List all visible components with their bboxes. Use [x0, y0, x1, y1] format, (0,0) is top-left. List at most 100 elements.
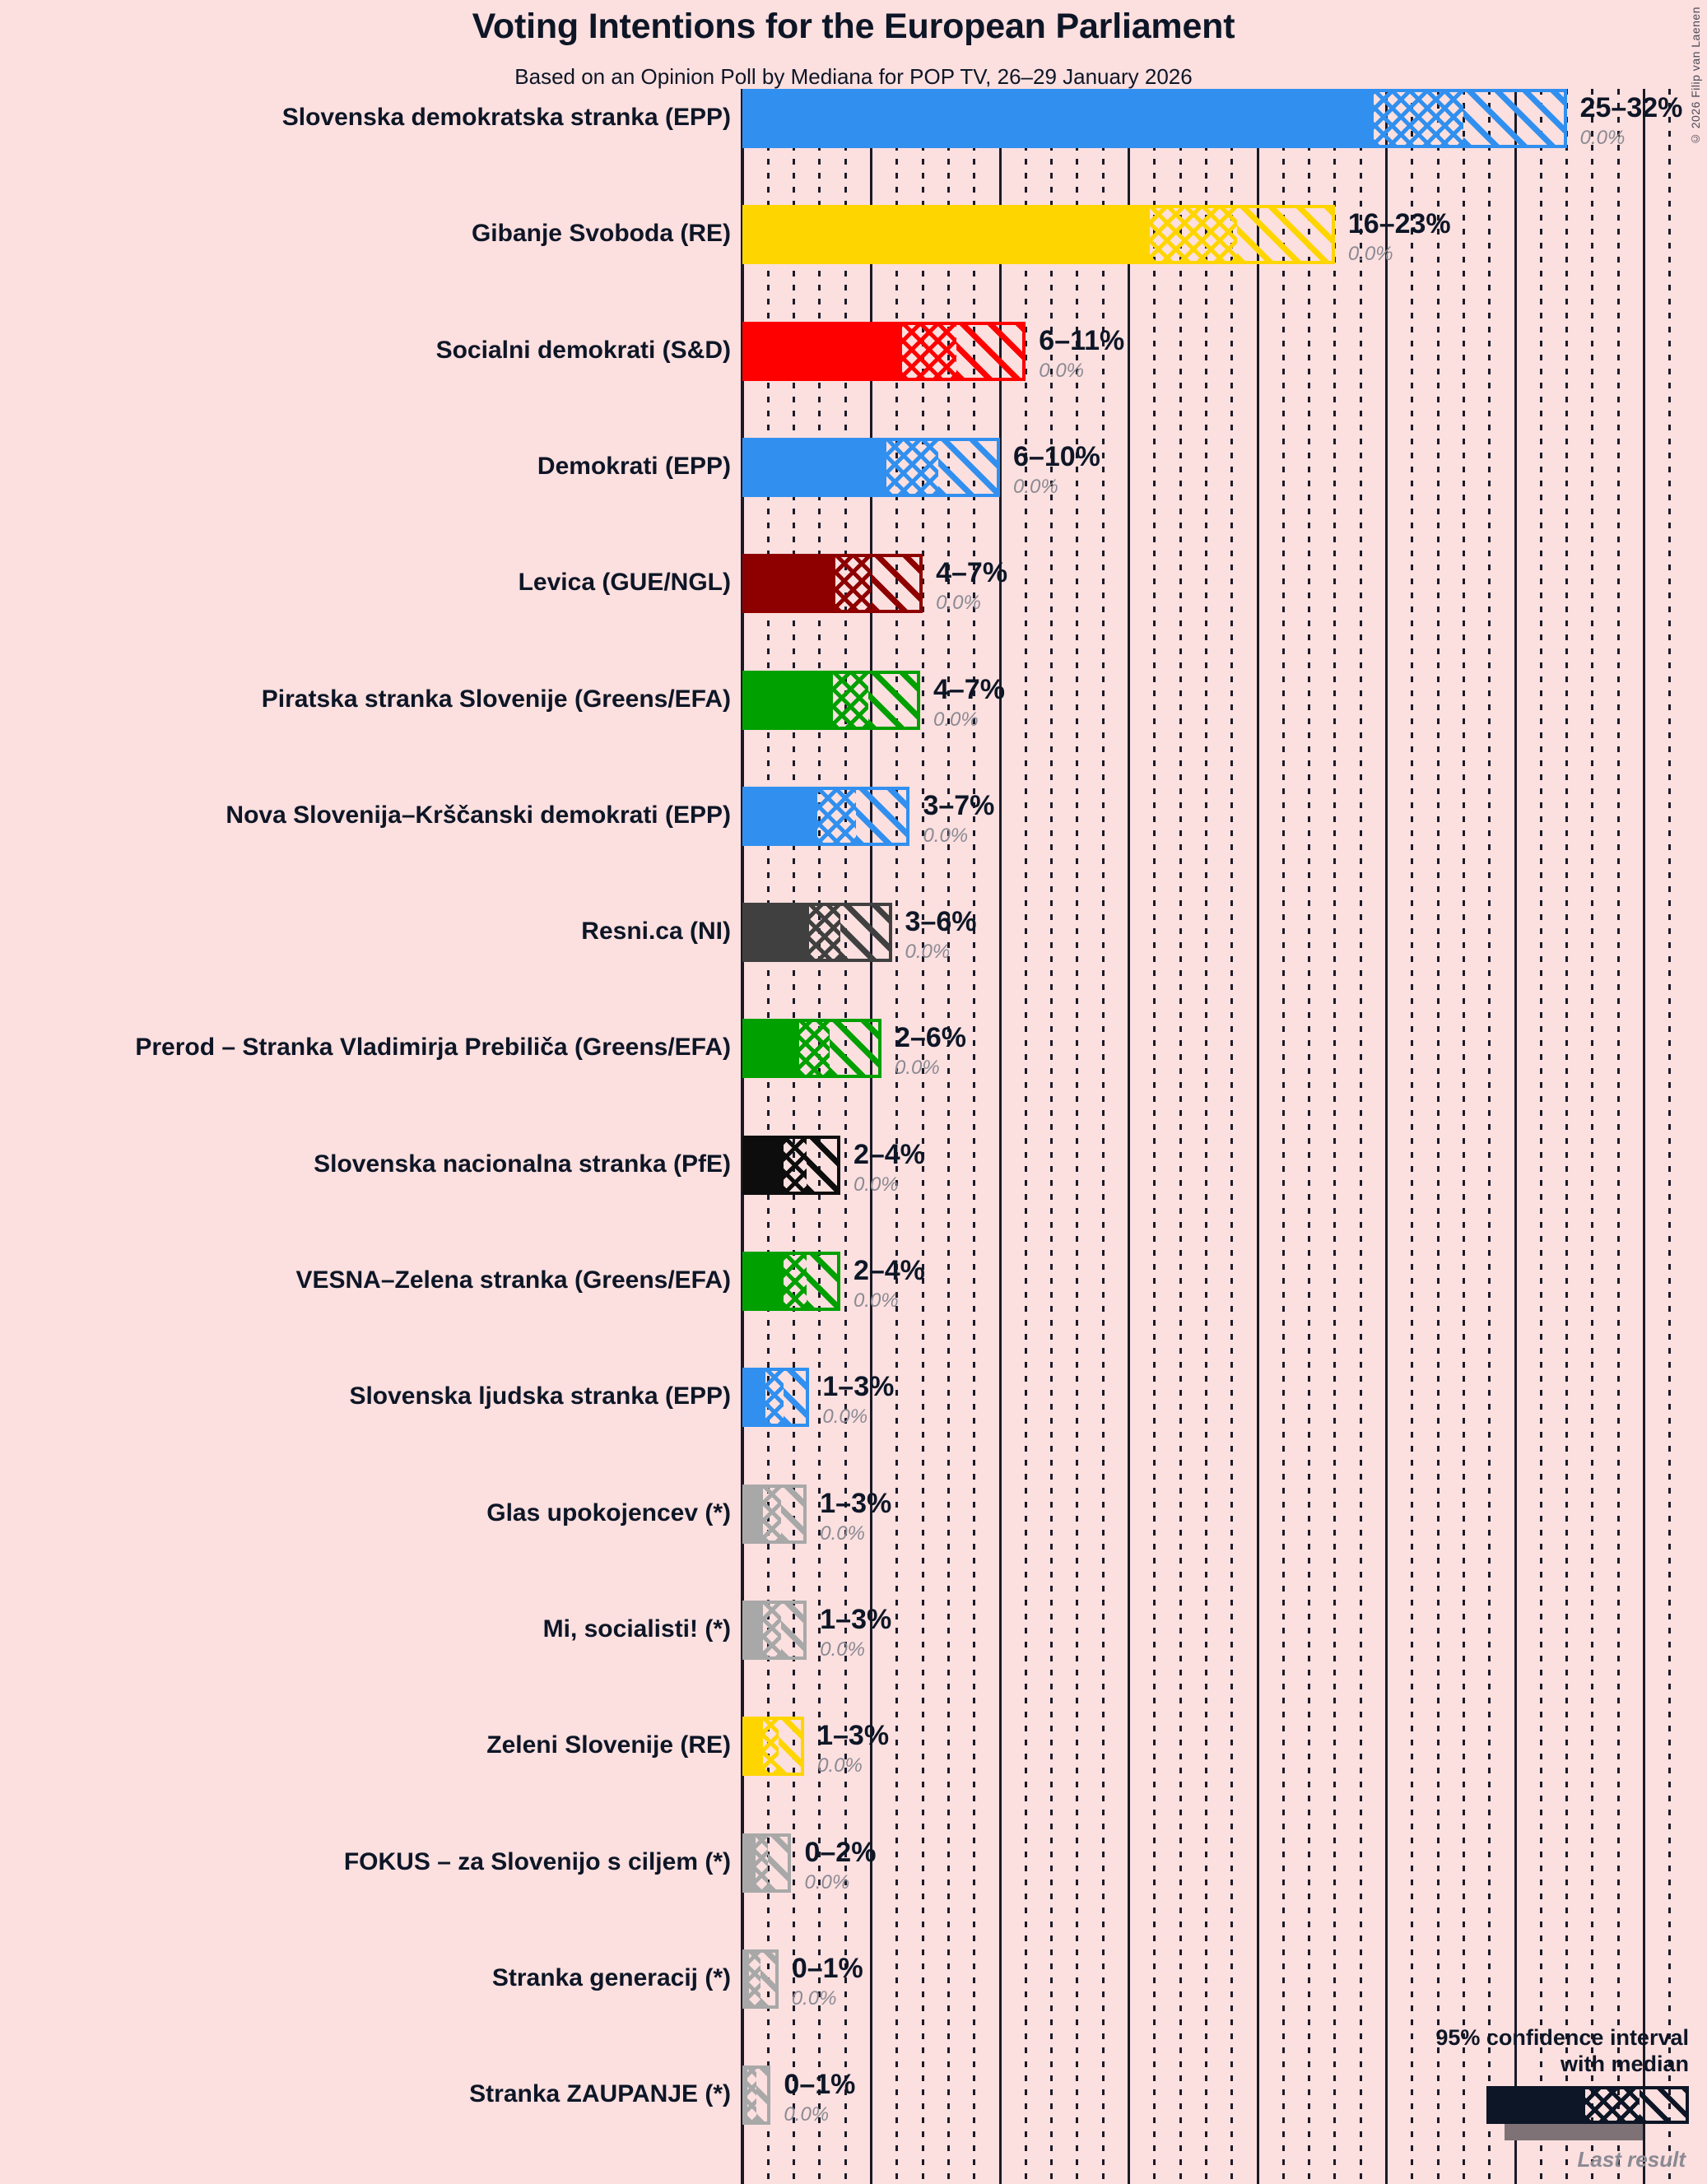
confidence-interval-bar — [742, 205, 1335, 265]
gridline-minor — [1333, 89, 1337, 2184]
bar-crosshatch-segment — [747, 2069, 757, 2122]
gridline-minor — [1204, 89, 1207, 2184]
chart-row: Glas upokojencev (*) 1–3% 0.0% — [0, 1484, 1707, 1544]
gridline-major — [1385, 89, 1388, 2184]
interval-value-label: 0–1% — [791, 1952, 863, 1984]
gridline-minor — [1076, 89, 1079, 2184]
interval-value-label: 1–3% — [817, 1720, 890, 1752]
bar-solid-segment — [746, 1022, 799, 1076]
confidence-interval-bar — [742, 1019, 882, 1079]
confidence-interval-bar — [742, 786, 910, 846]
bar-crosshatch-segment — [748, 1952, 760, 2005]
confidence-interval-bar — [742, 1949, 779, 2009]
gridline-minor — [1411, 89, 1414, 2184]
last-result-value-label: 0.0% — [784, 2103, 830, 2126]
interval-value-label: 4–7% — [933, 673, 1005, 705]
party-label: Piratska stranka Slovenije (Greens/EFA) — [261, 685, 731, 713]
party-label: Stranka ZAUPANJE (*) — [469, 2080, 731, 2108]
confidence-interval-bar — [742, 1368, 810, 1428]
bar-diagonal-segment — [937, 440, 997, 494]
last-result-value-label: 0.0% — [817, 1754, 863, 1777]
bar-diagonal-segment — [756, 2069, 768, 2122]
bar-crosshatch-segment — [816, 789, 856, 843]
gridline-minor — [1436, 89, 1440, 2184]
gridline-minor — [1668, 89, 1672, 2184]
interval-value-label: 3–6% — [905, 906, 977, 938]
confidence-interval-bar — [742, 1833, 792, 1893]
bar-solid-segment — [746, 1371, 766, 1424]
bar-crosshatch-segment — [763, 1487, 781, 1540]
gridline-minor — [844, 89, 847, 2184]
last-result-value-label: 0.0% — [1347, 243, 1393, 266]
bar-diagonal-segment — [784, 1371, 807, 1424]
party-label: Glas upokojencev (*) — [486, 1499, 731, 1526]
last-result-value-label: 0.0% — [1013, 475, 1058, 498]
legend: 95% confidence interval with median Last… — [1393, 2025, 1689, 2172]
chart-row: VESNA–Zelena stranka (Greens/EFA) 2–4% 0.0… — [0, 1252, 1707, 1311]
party-label: Gibanje Svoboda (RE) — [471, 220, 731, 248]
interval-value-label: 2–4% — [853, 1138, 925, 1170]
bar-crosshatch-segment — [902, 324, 956, 378]
interval-value-label: 0–2% — [804, 1836, 877, 1868]
party-label: Socialni demokrati (S&D) — [435, 336, 731, 364]
party-label: Zeleni Slovenije (RE) — [486, 1731, 731, 1759]
bar-solid-segment — [746, 208, 1150, 262]
bar-solid-segment — [746, 673, 833, 727]
legend-line-2: with median — [1560, 2052, 1689, 2077]
bar-diagonal-segment — [830, 1022, 878, 1076]
gridline-minor — [921, 89, 924, 2184]
last-result-value-label: 0.0% — [791, 1987, 837, 2010]
interval-value-label: 6–11% — [1039, 324, 1125, 356]
bar-solid-segment — [746, 557, 835, 611]
bar-diagonal-segment — [807, 1255, 837, 1308]
bar-crosshatch-segment — [763, 1720, 779, 1773]
bar-solid-segment — [746, 1836, 756, 1889]
bar-diagonal-segment — [778, 1720, 802, 1773]
party-label: Stranka generacij (*) — [491, 1963, 731, 1991]
party-label: Resni.ca (NI) — [581, 918, 731, 946]
gridline-minor — [947, 89, 950, 2184]
gridline-major — [870, 89, 872, 2184]
bar-diagonal-segment — [780, 1487, 804, 1540]
legend-solid-segment — [1490, 2089, 1585, 2121]
bar-diagonal-segment — [807, 1138, 837, 1192]
last-result-value-label: 0.0% — [804, 1870, 850, 1894]
gridline-minor — [1281, 89, 1285, 2184]
chart-row: Levica (GUE/NGL) 4–7% 0.0% — [0, 554, 1707, 614]
bar-crosshatch-segment — [809, 906, 840, 960]
bar-solid-segment — [746, 1255, 784, 1308]
bar-crosshatch-segment — [755, 1836, 769, 1889]
bar-crosshatch-segment — [763, 1603, 781, 1657]
legend-last-result-label: Last result — [1577, 2147, 1686, 2172]
last-result-value-label: 0.0% — [1039, 359, 1084, 382]
chart-row: Piratska stranka Slovenije (Greens/EFA) 4… — [0, 670, 1707, 730]
bar-crosshatch-segment — [765, 1371, 784, 1424]
bar-solid-segment — [746, 2069, 748, 2122]
gridline-major — [1643, 89, 1645, 2184]
confidence-interval-bar — [742, 437, 1000, 497]
gridline-major — [1128, 89, 1130, 2184]
page-subtitle: Based on an Opinion Poll by Mediana for … — [514, 64, 1193, 89]
party-label: FOKUS – za Slovenijo s ciljem (*) — [343, 1847, 731, 1875]
confidence-interval-bar — [742, 321, 1026, 381]
interval-value-label: 2–4% — [853, 1255, 925, 1286]
last-result-value-label: 0.0% — [853, 1173, 899, 1196]
gridline-major — [998, 89, 1002, 2184]
last-result-value-label: 0.0% — [923, 824, 969, 847]
chart-row: Slovenska ljudska stranka (EPP) 1–3% 0.0% — [0, 1368, 1707, 1428]
bar-crosshatch-segment — [886, 440, 938, 494]
legend-sample-bar — [1393, 2086, 1689, 2144]
bar-solid-segment — [746, 1487, 764, 1540]
gridline-minor — [1591, 89, 1594, 2184]
last-result-value-label: 0.0% — [1579, 127, 1626, 149]
confidence-interval-bar — [742, 554, 923, 614]
chart-row: Resni.ca (NI) 3–6% 0.0% — [0, 903, 1707, 963]
bar-diagonal-segment — [855, 789, 907, 843]
party-label: VESNA–Zelena stranka (Greens/EFA) — [295, 1266, 731, 1294]
gridline-minor — [1565, 89, 1569, 2184]
bar-diagonal-segment — [780, 1603, 804, 1657]
bar-solid-segment — [746, 1952, 749, 2005]
confidence-interval-bar — [742, 1135, 840, 1195]
